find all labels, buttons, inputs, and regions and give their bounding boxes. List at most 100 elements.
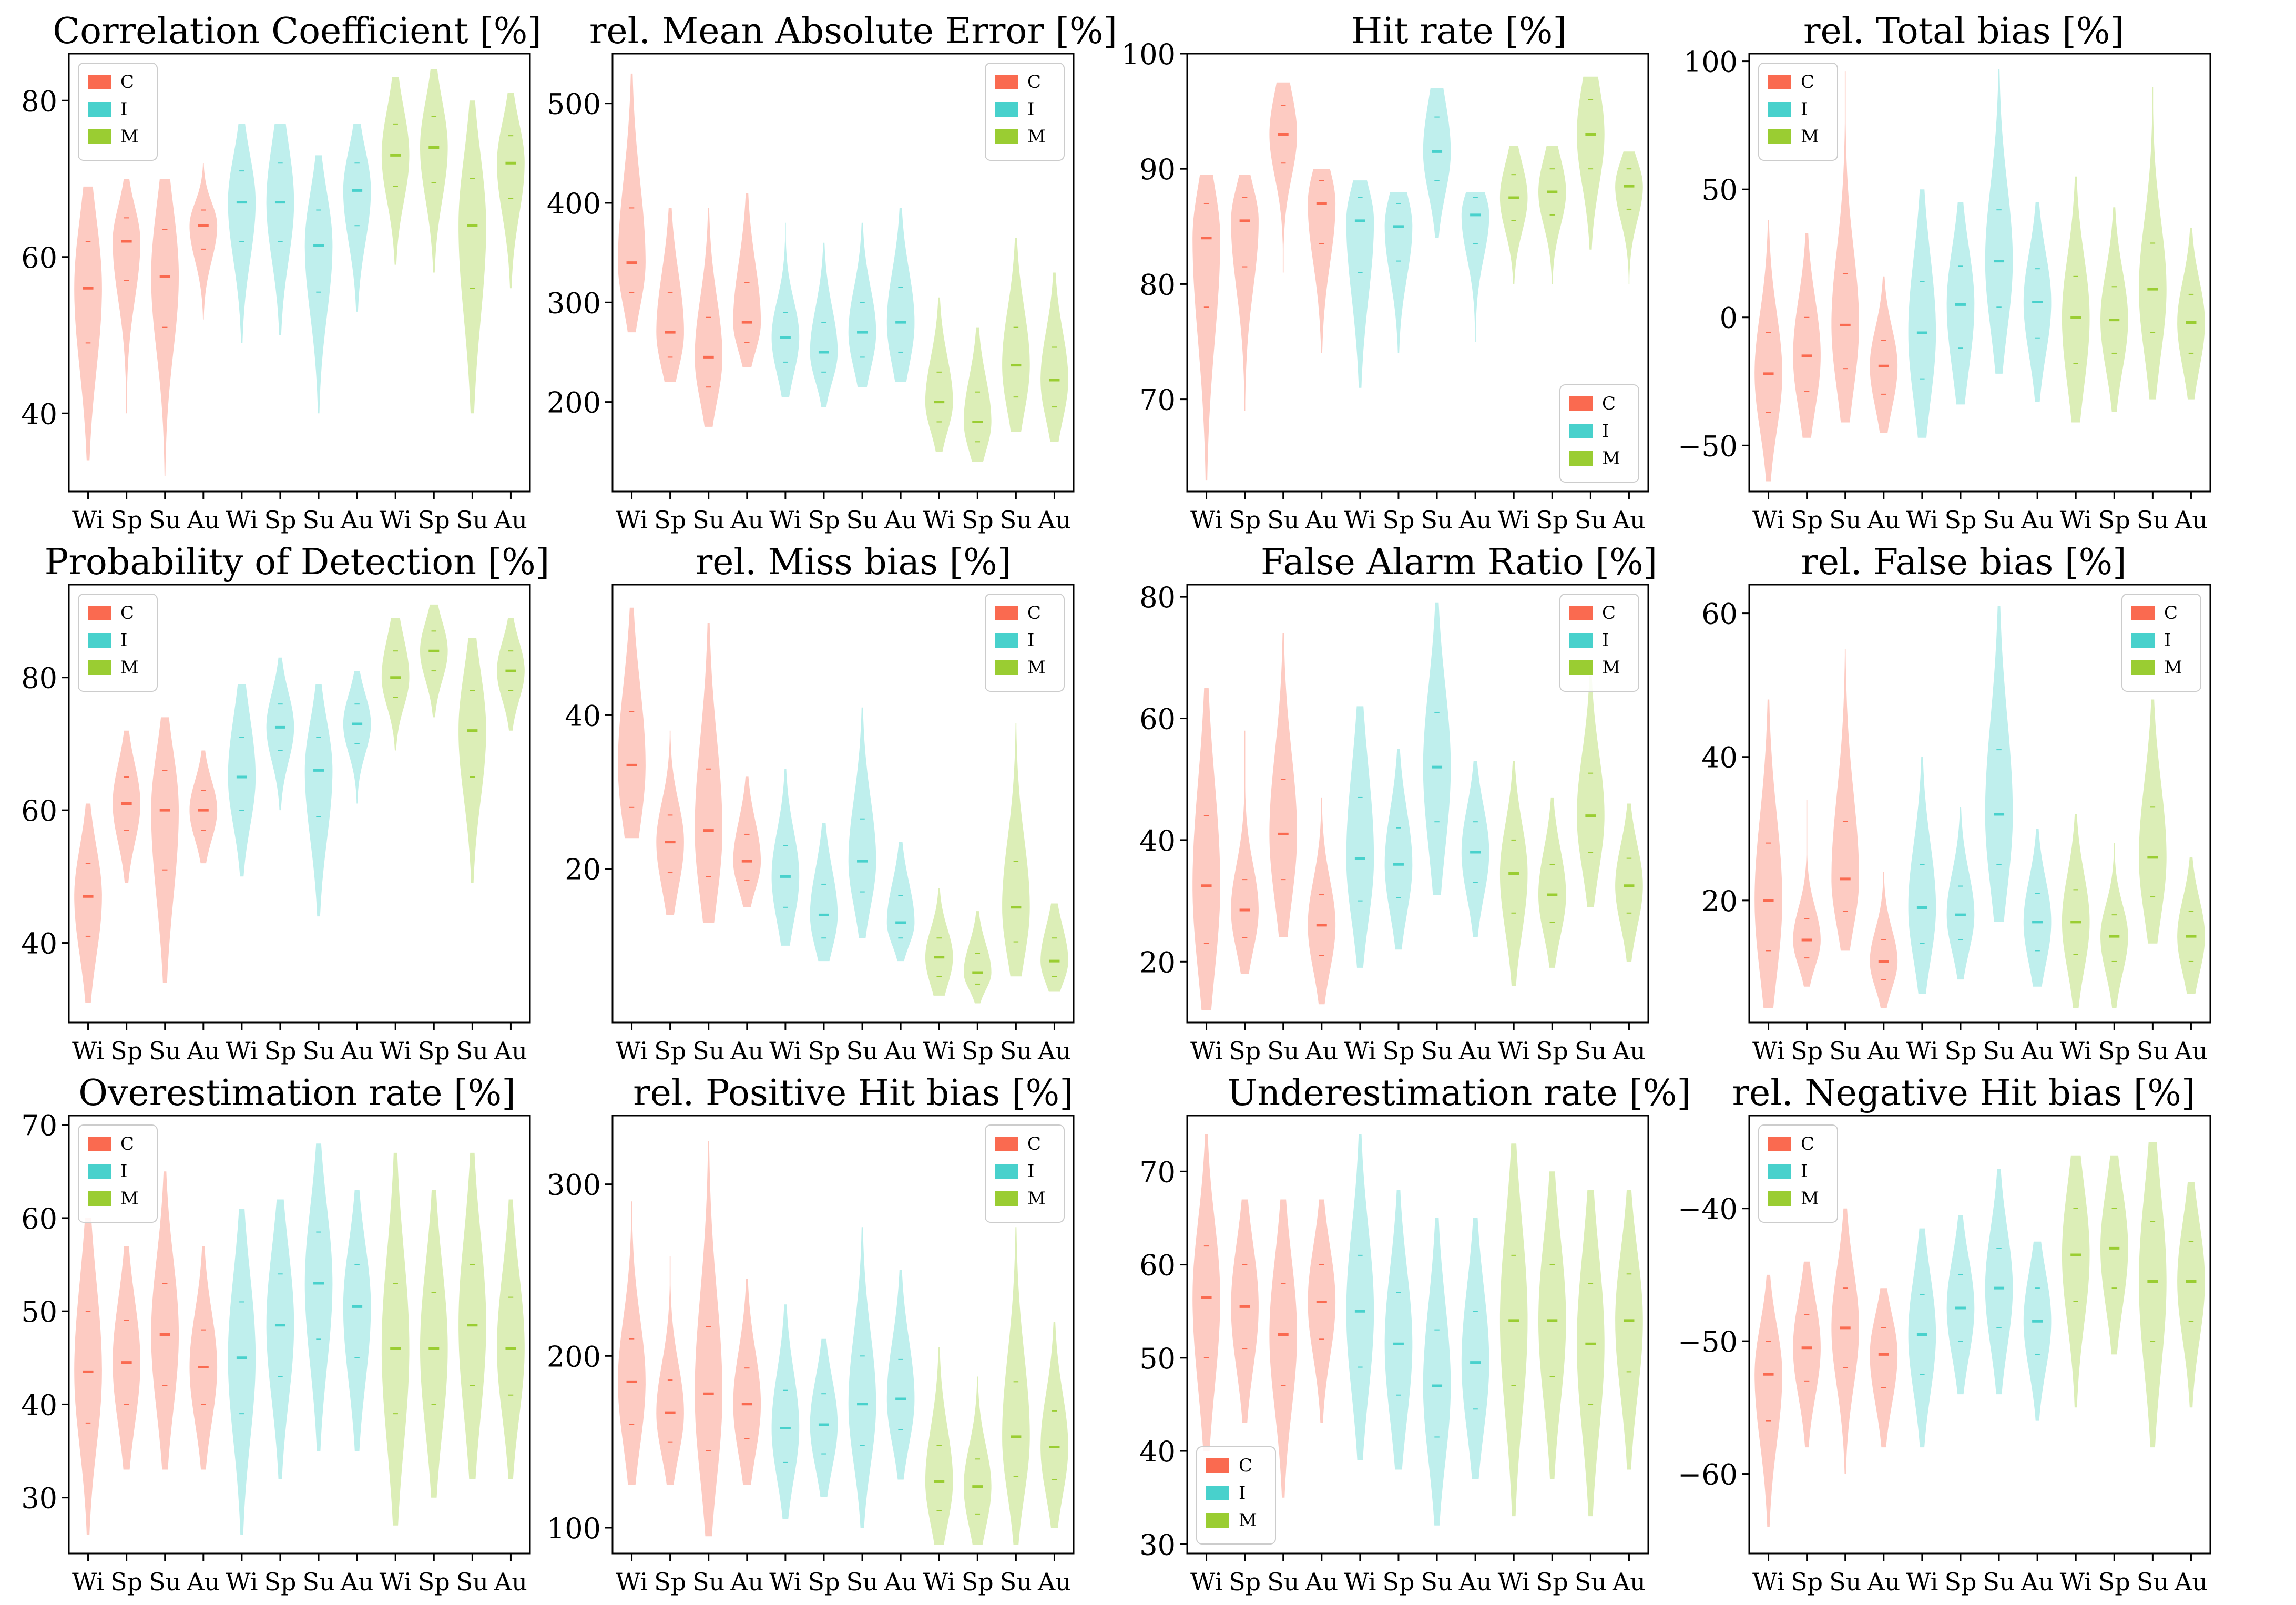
violin-C-Sp xyxy=(113,1246,140,1470)
legend-swatch-I xyxy=(1768,102,1791,117)
violin-I-Au xyxy=(2023,829,2052,987)
x-tick-label: Au xyxy=(1037,506,1071,534)
y-tick-label: 70 xyxy=(1139,384,1176,417)
violin-C-Wi xyxy=(618,1201,646,1485)
violin-I-Au xyxy=(886,1270,915,1480)
violin-C-Au xyxy=(1870,1288,1898,1448)
legend-swatch-I xyxy=(1768,1164,1791,1179)
x-tick-label: Wi xyxy=(769,1568,801,1596)
x-tick-label: Wi xyxy=(1906,1037,1938,1065)
panel-title: rel. Negative Hit bias [%] xyxy=(1732,1072,2196,1114)
violin-I-Su xyxy=(1423,1218,1451,1526)
y-tick-label: 60 xyxy=(21,1202,57,1235)
violin-I-Au xyxy=(1461,1218,1489,1479)
x-tick-label: Su xyxy=(692,1568,724,1596)
violin-I-Au xyxy=(2023,1241,2052,1421)
x-tick-label: Su xyxy=(2137,1568,2169,1596)
y-tick-label: 100 xyxy=(1121,38,1176,71)
legend-label-M: M xyxy=(1602,448,1620,469)
x-tick-label: Sp xyxy=(1229,1568,1261,1596)
x-tick-label: Su xyxy=(1000,1037,1032,1065)
x-tick-label: Su xyxy=(149,506,181,534)
violin-C-Sp xyxy=(113,730,140,883)
legend-label-M: M xyxy=(1027,1188,1046,1209)
panel-title: rel. Positive Hit bias [%] xyxy=(633,1072,1074,1114)
legend: CIM xyxy=(985,63,1065,161)
x-tick-label: Su xyxy=(1267,1037,1299,1065)
x-tick-label: Wi xyxy=(1344,1568,1376,1596)
legend-label-C: C xyxy=(120,71,134,93)
legend-label-I: I xyxy=(1027,99,1034,120)
legend-label-C: C xyxy=(120,602,134,623)
violin-M-Au xyxy=(2177,228,2205,400)
violin-C-Wi xyxy=(74,803,102,1003)
x-tick-label: Wi xyxy=(2060,1568,2092,1596)
axes-frame xyxy=(1748,584,2211,1024)
x-tick-label: Wi xyxy=(1906,506,1938,534)
violin-C-Sp xyxy=(656,208,684,382)
violin-I-Su xyxy=(1423,88,1451,238)
y-tick-label: 40 xyxy=(1701,741,1738,774)
x-tick-label: Sp xyxy=(110,1568,142,1596)
legend-swatch-M xyxy=(995,1191,1018,1206)
x-tick-label: Au xyxy=(186,506,220,534)
violin-M-Wi xyxy=(2062,1155,2090,1408)
y-tick-label: 50 xyxy=(1701,173,1738,207)
x-tick-label: Wi xyxy=(380,1568,412,1596)
legend-swatch-I xyxy=(88,1164,111,1179)
violin-C-Sp xyxy=(1231,730,1259,974)
x-tick-label: Sp xyxy=(1944,1037,1976,1065)
legend-label-M: M xyxy=(120,126,139,147)
violin-C-Wi xyxy=(618,607,646,839)
y-tick-label: 300 xyxy=(547,1169,601,1202)
x-tick-label: Au xyxy=(1304,1568,1338,1596)
x-tick-label: Au xyxy=(186,1037,220,1065)
violin-M-Sp xyxy=(964,1376,992,1545)
x-tick-label: Su xyxy=(1267,1568,1299,1596)
x-tick-label: Au xyxy=(1612,506,1646,534)
x-tick-label: Sp xyxy=(2098,506,2130,534)
violin-C-Wi xyxy=(1192,688,1220,1010)
violin-M-Sp xyxy=(964,327,992,462)
legend-swatch-C xyxy=(88,1137,111,1151)
x-tick-label: Sp xyxy=(808,1037,840,1065)
x-tick-label: Sp xyxy=(418,1037,450,1065)
x-tick-label: Wi xyxy=(1190,1568,1222,1596)
x-tick-label: Su xyxy=(1983,1037,2015,1065)
x-tick-label: Au xyxy=(884,1037,917,1065)
violin-M-Su xyxy=(1002,238,1030,432)
panel-title: Overestimation rate [%] xyxy=(78,1072,515,1114)
violin-I-Au xyxy=(343,124,371,312)
y-tick-label: −40 xyxy=(1678,1193,1738,1226)
violin-M-Sp xyxy=(420,69,448,273)
panel-title: False Alarm Ratio [%] xyxy=(1261,541,1657,583)
violin-I-Su xyxy=(848,707,876,938)
x-tick-label: Au xyxy=(1458,506,1492,534)
x-tick-label: Sp xyxy=(418,1568,450,1596)
panel-title: rel. Miss bias [%] xyxy=(696,541,1012,583)
x-tick-label: Sp xyxy=(1944,506,1976,534)
y-tick-label: 60 xyxy=(21,241,57,274)
x-tick-label: Wi xyxy=(923,1568,955,1596)
legend-swatch-M xyxy=(88,129,111,144)
x-tick-label: Wi xyxy=(769,506,801,534)
violin-M-Su xyxy=(1577,76,1605,250)
x-tick-label: Wi xyxy=(226,506,258,534)
x-tick-label: Su xyxy=(1575,1568,1607,1596)
violin-M-Su xyxy=(1002,1227,1030,1545)
legend-swatch-M xyxy=(88,1191,111,1206)
legend: CIM xyxy=(78,594,158,692)
y-tick-label: 50 xyxy=(1139,1342,1176,1375)
x-tick-label: Su xyxy=(1575,506,1607,534)
violin-C-Su xyxy=(695,1141,722,1537)
violin-C-Su xyxy=(1269,633,1297,937)
violin-M-Wi xyxy=(2062,176,2090,423)
legend-label-C: C xyxy=(1027,71,1041,93)
panel-title: Underestimation rate [%] xyxy=(1227,1072,1691,1114)
legend-swatch-I xyxy=(2131,633,2155,648)
violin-M-Su xyxy=(1002,723,1030,977)
